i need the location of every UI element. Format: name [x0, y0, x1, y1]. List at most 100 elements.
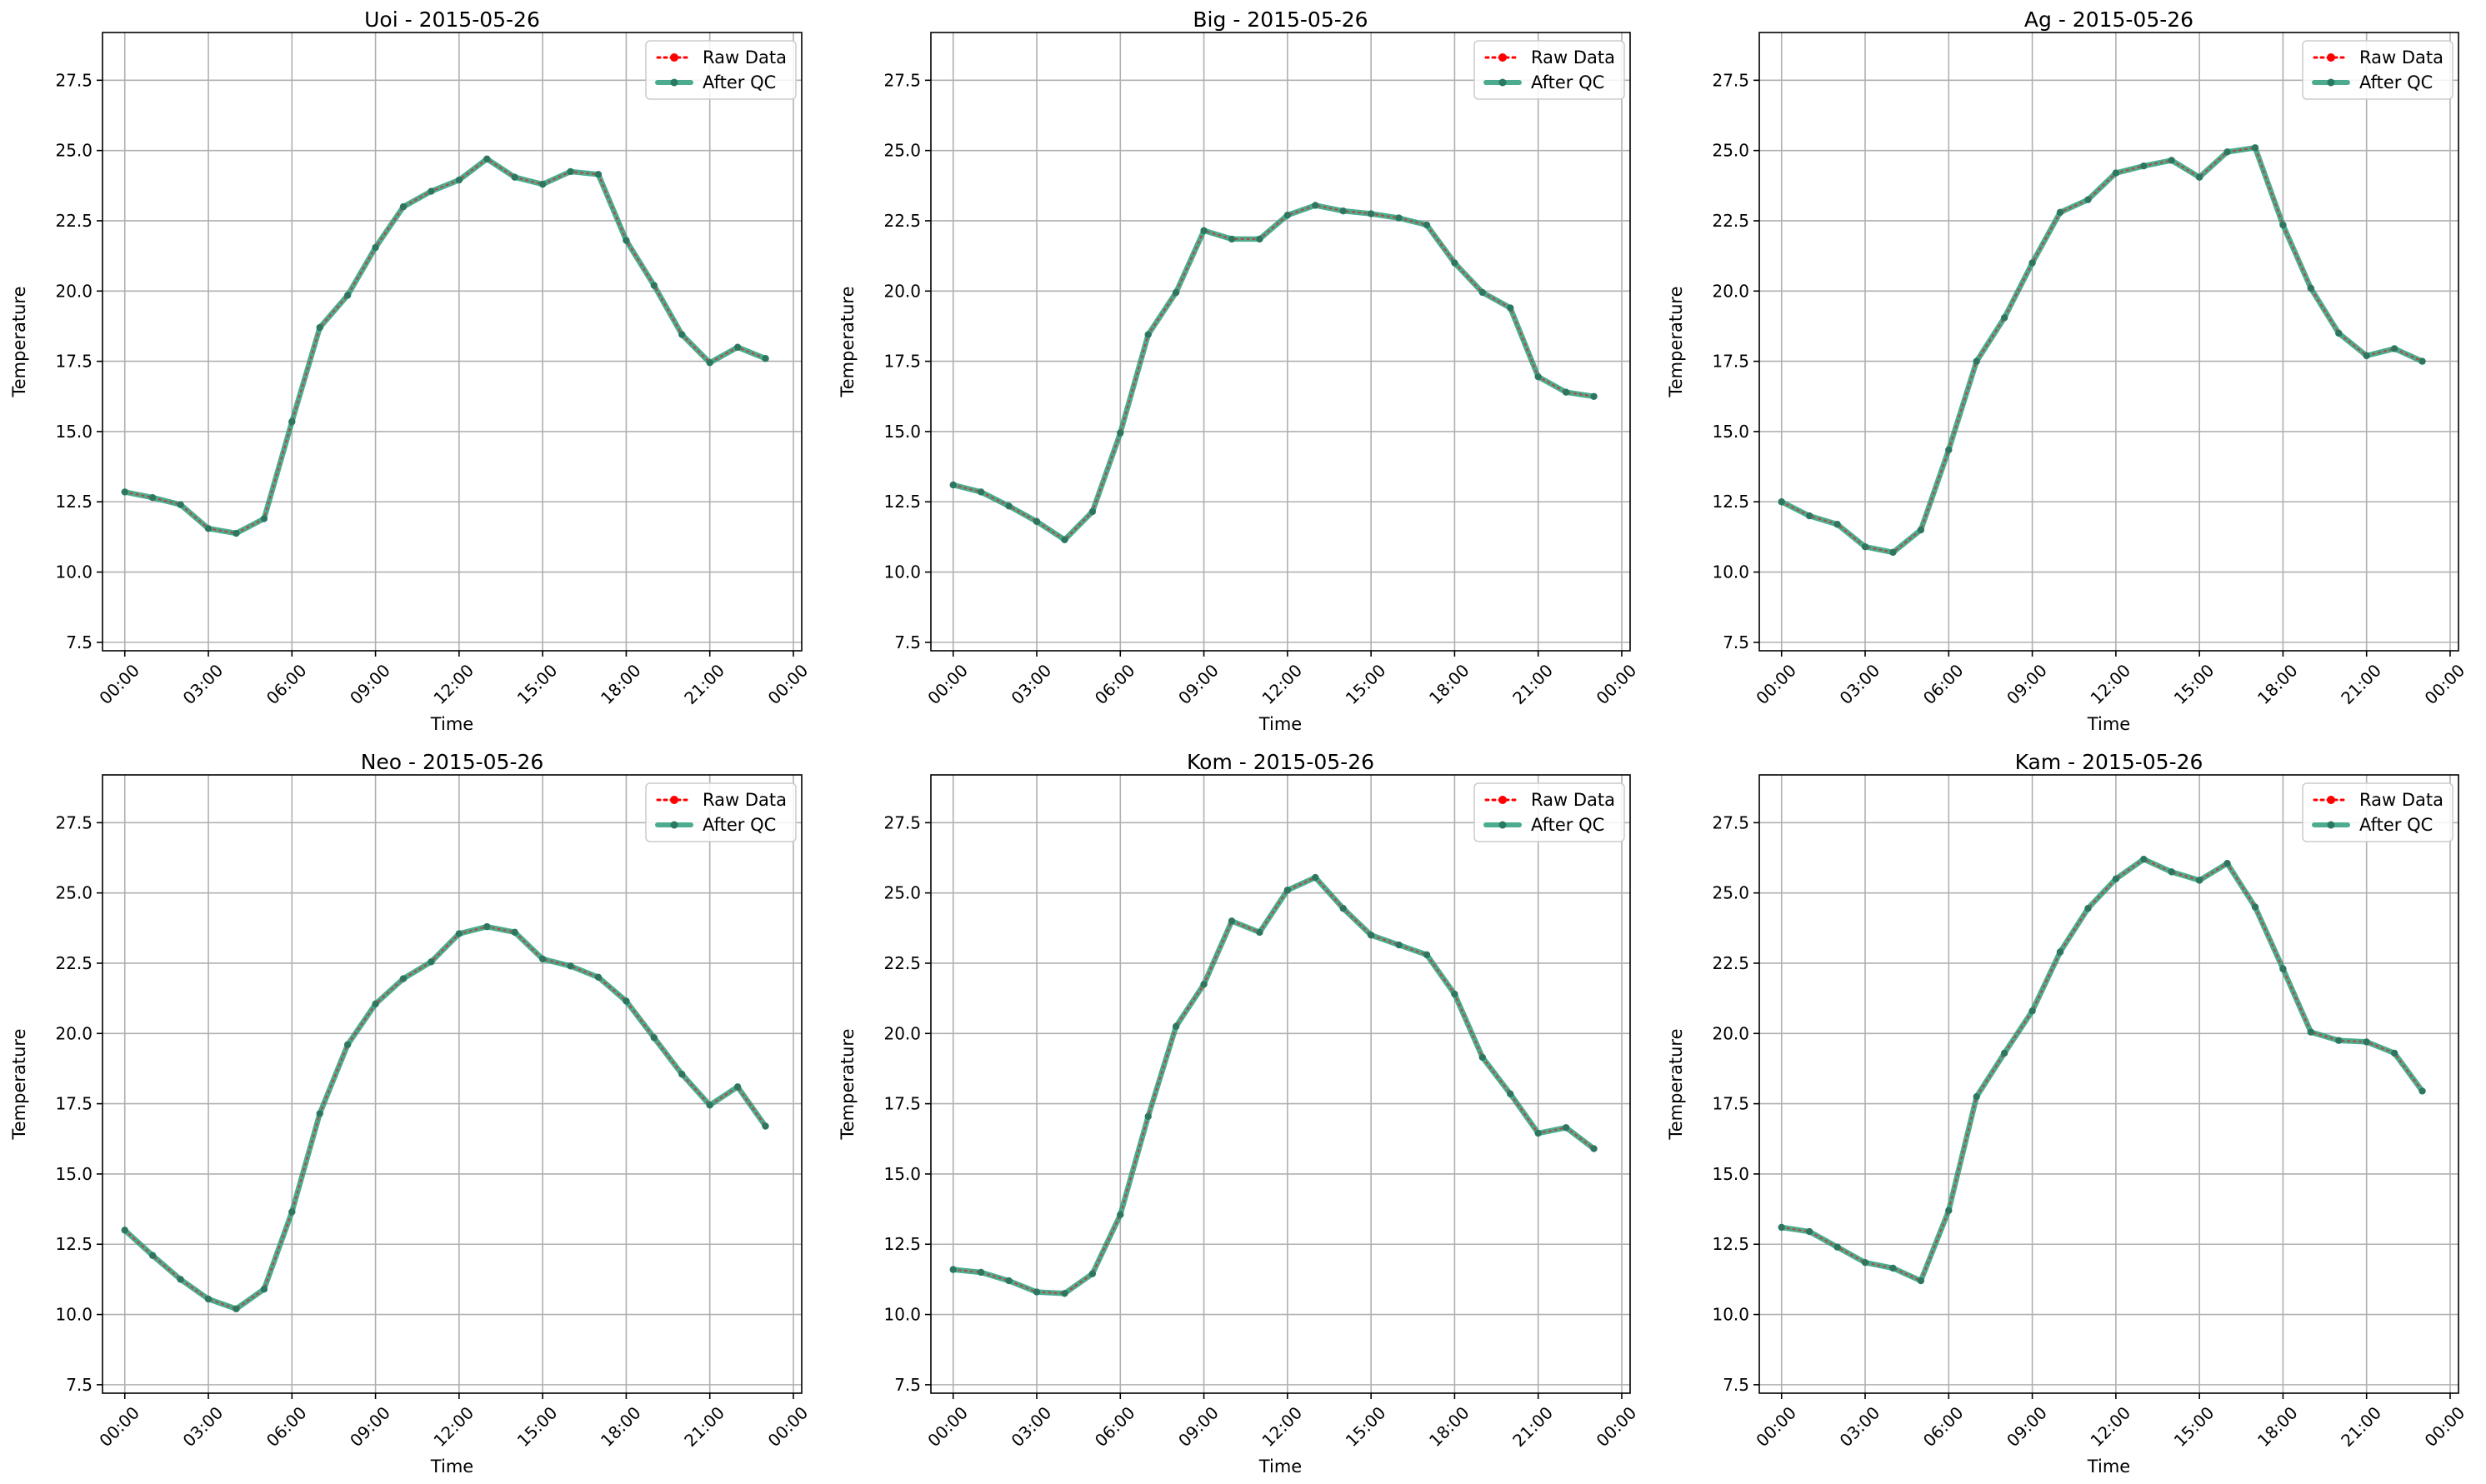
y-tick-label: 25.0: [55, 883, 93, 903]
data-point-raw-data: [123, 1228, 127, 1232]
data-point-raw-data: [1173, 290, 1178, 295]
y-tick-label: 17.5: [55, 1094, 93, 1114]
data-point-raw-data: [150, 1253, 155, 1257]
y-tick-label: 25.0: [883, 141, 921, 161]
data-point-raw-data: [485, 924, 489, 929]
y-tick-label: 25.0: [1712, 883, 1749, 903]
data-point-raw-data: [234, 531, 238, 536]
data-point-raw-data: [1508, 306, 1513, 310]
legend-marker-after-qc: [670, 821, 678, 829]
y-tick-label: 7.5: [66, 632, 93, 652]
axes-frame: [102, 32, 803, 652]
y-tick-label: 15.0: [1712, 422, 1749, 442]
legend-label-after-qc: After QC: [1531, 815, 1604, 835]
series-line-after-qc: [122, 923, 768, 1312]
chart-title: Kom - 2015-05-26: [1187, 750, 1374, 774]
y-tick-label: 15.0: [883, 1164, 921, 1184]
x-tick-label: 00:00: [1752, 660, 1800, 708]
data-point-raw-data: [1918, 527, 1923, 532]
data-point-raw-data: [2364, 353, 2368, 358]
data-point-raw-data: [1341, 907, 1345, 911]
x-tick-label: 15:00: [2170, 660, 2218, 708]
data-point-raw-data: [429, 189, 433, 193]
chart-title: Ag - 2015-05-26: [2024, 7, 2193, 32]
data-point-raw-data: [1863, 1260, 1868, 1265]
x-axis-label: Time: [2087, 1457, 2130, 1477]
data-point-raw-data: [318, 1112, 322, 1116]
data-point-raw-data: [1034, 519, 1039, 524]
x-tick-label: 03:00: [1008, 1402, 1056, 1451]
legend-marker-raw-data: [1498, 53, 1507, 62]
data-point-raw-data: [1397, 942, 1401, 947]
data-point-raw-data: [2002, 1051, 2007, 1056]
data-point-raw-data: [763, 357, 768, 361]
x-tick-label: 09:00: [2003, 660, 2051, 708]
x-tick-label: 21:00: [1508, 660, 1557, 708]
x-tick-label: 06:00: [1919, 660, 1968, 708]
x-tick-label: 00:00: [95, 1402, 143, 1451]
data-point-raw-data: [624, 238, 628, 242]
y-tick-label: 12.5: [55, 492, 93, 512]
series-line-raw-data: [952, 876, 1595, 1295]
data-point-raw-data: [568, 964, 573, 968]
data-point-raw-data: [2225, 150, 2229, 154]
legend-label-raw-data: Raw Data: [703, 790, 787, 810]
y-tick-label: 10.0: [55, 562, 93, 582]
y-tick-label: 20.0: [883, 1023, 921, 1043]
legend-label-raw-data: Raw Data: [2359, 47, 2443, 67]
chart-title: Neo - 2015-05-26: [361, 750, 544, 774]
x-tick-label: 12:00: [2086, 660, 2134, 708]
x-tick-label: 15:00: [2170, 1402, 2218, 1451]
data-point-raw-data: [652, 283, 657, 287]
data-point-raw-data: [2392, 1051, 2397, 1056]
y-tick-label: 22.5: [883, 211, 921, 231]
data-point-raw-data: [540, 957, 545, 962]
data-point-raw-data: [1835, 1245, 1839, 1249]
x-tick-label: 21:00: [2337, 660, 2385, 708]
legend-marker-raw-data: [1498, 796, 1507, 804]
data-point-raw-data: [680, 1072, 684, 1077]
data-point-raw-data: [1592, 394, 1596, 398]
series-line-after-qc: [950, 874, 1597, 1297]
data-point-raw-data: [2253, 905, 2258, 909]
x-tick-label: 18:00: [2253, 1402, 2302, 1451]
y-tick-label: 7.5: [894, 632, 921, 652]
data-point-raw-data: [1807, 1229, 1812, 1234]
y-tick-label: 12.5: [1712, 492, 1749, 512]
x-tick-label: 09:00: [346, 1402, 394, 1451]
data-point-raw-data: [1891, 1266, 1895, 1271]
y-axis-label: Temperature: [1666, 1028, 1686, 1140]
data-point-raw-data: [596, 172, 601, 177]
data-point-raw-data: [1285, 888, 1290, 892]
y-tick-label: 15.0: [55, 422, 93, 442]
x-tick-label: 21:00: [680, 1402, 728, 1451]
data-point-raw-data: [1285, 213, 1290, 217]
data-point-raw-data: [2281, 222, 2285, 227]
legend-marker-raw-data: [670, 796, 678, 804]
y-tick-label: 20.0: [1712, 281, 1749, 301]
data-point-raw-data: [596, 975, 601, 980]
data-point-raw-data: [1202, 228, 1206, 232]
data-point-raw-data: [262, 1287, 267, 1292]
data-point-raw-data: [1397, 216, 1401, 220]
data-point-raw-data: [2197, 175, 2202, 179]
data-point-raw-data: [2058, 210, 2063, 215]
x-tick-label: 03:00: [179, 1402, 228, 1451]
x-tick-label: 21:00: [1508, 1402, 1557, 1451]
y-axis-label: Temperature: [838, 1028, 858, 1140]
x-tick-label: 06:00: [1091, 660, 1139, 708]
data-point-raw-data: [2337, 331, 2341, 336]
chart-title: Uoi - 2015-05-26: [364, 7, 540, 32]
data-point-raw-data: [1974, 1094, 1978, 1099]
data-point-raw-data: [1536, 374, 1540, 379]
data-point-raw-data: [1258, 237, 1262, 242]
x-tick-label: 00:00: [2421, 660, 2469, 708]
x-tick-label: 15:00: [1342, 1402, 1390, 1451]
data-point-raw-data: [2169, 870, 2173, 874]
data-point-raw-data: [1341, 208, 1345, 213]
y-tick-label: 17.5: [55, 352, 93, 372]
x-axis-label: Time: [430, 714, 473, 734]
data-point-raw-data: [1258, 930, 1262, 935]
data-point-raw-data: [123, 490, 127, 494]
y-tick-label: 17.5: [883, 1094, 921, 1114]
